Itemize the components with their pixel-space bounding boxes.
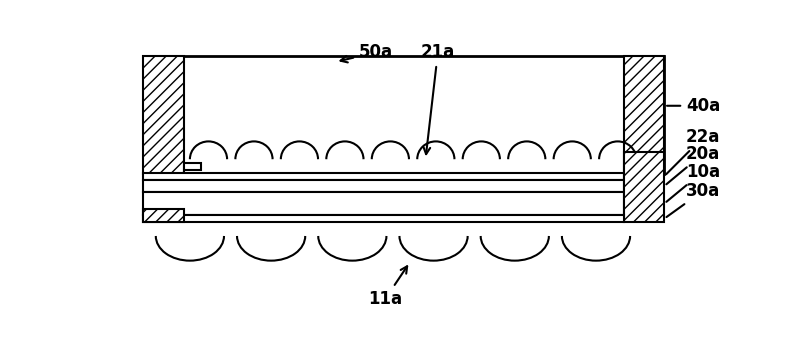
Bar xyxy=(143,209,184,222)
Text: 20a: 20a xyxy=(666,145,720,184)
Bar xyxy=(143,192,624,215)
Bar xyxy=(624,152,664,222)
Text: 50a: 50a xyxy=(341,43,393,62)
Text: 11a: 11a xyxy=(368,266,407,308)
Text: 40a: 40a xyxy=(667,97,720,115)
Text: 30a: 30a xyxy=(666,182,720,217)
Text: 22a: 22a xyxy=(666,128,720,174)
Bar xyxy=(184,163,201,170)
Bar xyxy=(143,180,624,192)
Bar xyxy=(143,56,664,174)
Text: 21a: 21a xyxy=(421,43,455,154)
Bar xyxy=(624,56,664,174)
Text: 10a: 10a xyxy=(666,163,720,202)
Bar xyxy=(143,215,624,222)
Bar xyxy=(143,173,624,180)
Bar xyxy=(143,56,184,174)
